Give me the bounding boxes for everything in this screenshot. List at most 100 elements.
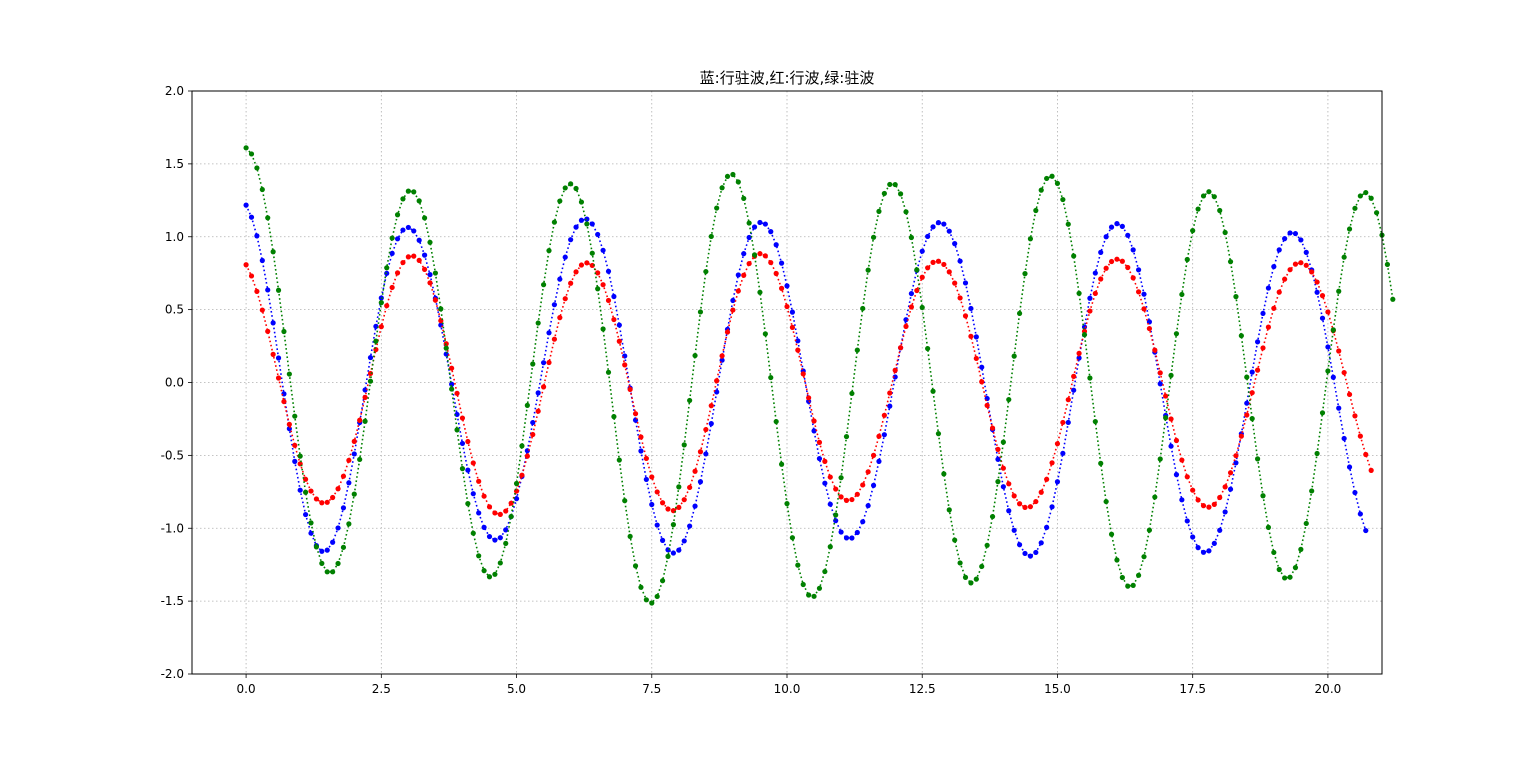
data-point (1076, 350, 1082, 356)
data-point (578, 262, 585, 268)
data-point (1125, 583, 1131, 589)
data-point (757, 219, 763, 226)
data-point (416, 257, 422, 263)
data-point (530, 431, 536, 438)
data-point (340, 473, 347, 479)
data-point (1103, 234, 1109, 240)
data-point (973, 576, 979, 582)
data-point (551, 219, 558, 225)
data-point (1027, 553, 1034, 559)
data-point (730, 297, 736, 304)
data-point (384, 303, 390, 309)
data-point (762, 331, 768, 337)
data-point (400, 196, 406, 202)
data-point (1000, 465, 1006, 471)
data-point (551, 302, 558, 308)
data-point (741, 195, 747, 202)
data-point (486, 574, 493, 580)
data-point (400, 227, 406, 233)
data-point (854, 347, 860, 353)
data-point (697, 449, 704, 455)
y-tick-label: 0.0 (165, 376, 184, 390)
data-point (595, 231, 601, 238)
data-point (357, 417, 363, 423)
data-point (1152, 347, 1158, 353)
data-point (1352, 205, 1358, 211)
data-point (1346, 226, 1353, 232)
data-point (1141, 291, 1147, 297)
data-point (508, 513, 514, 520)
data-point (595, 270, 601, 276)
data-point (1179, 291, 1185, 298)
data-point (751, 224, 758, 230)
data-point (378, 300, 384, 306)
y-tick-label: -2.0 (161, 667, 184, 681)
data-point (735, 272, 741, 278)
data-point (952, 241, 958, 247)
data-point (1098, 460, 1104, 466)
series-group (243, 202, 1369, 559)
data-point (492, 510, 498, 516)
data-point (449, 381, 455, 387)
data-point (816, 455, 823, 462)
data-point (1346, 391, 1353, 398)
data-point (1227, 470, 1234, 476)
data-point (843, 535, 850, 541)
data-point (275, 355, 282, 361)
data-point (427, 280, 433, 286)
data-point (540, 360, 547, 366)
data-point (1049, 504, 1055, 510)
data-point (497, 511, 503, 517)
data-point (989, 513, 996, 520)
data-point (476, 478, 482, 484)
data-point (1341, 254, 1347, 260)
data-point (935, 220, 942, 226)
data-point (1081, 332, 1088, 338)
data-point (1222, 509, 1228, 515)
data-point (1065, 419, 1071, 426)
data-point (292, 413, 298, 419)
data-point (432, 270, 439, 276)
data-point (1276, 247, 1282, 253)
data-point (1168, 372, 1174, 378)
data-point (1352, 489, 1358, 496)
data-point (854, 491, 860, 497)
data-point (535, 390, 541, 396)
data-point (930, 259, 936, 265)
data-point (254, 288, 260, 295)
data-point (605, 369, 612, 375)
data-point (1254, 339, 1261, 345)
data-point (762, 221, 768, 227)
data-point (535, 408, 541, 414)
data-point (573, 224, 579, 230)
data-point (730, 307, 736, 313)
data-point (876, 433, 882, 439)
data-point (838, 475, 844, 481)
data-point (1211, 501, 1217, 507)
data-point (876, 458, 882, 464)
x-tick-label: 15.0 (1044, 682, 1071, 696)
data-point (800, 581, 806, 588)
data-point (925, 345, 931, 352)
data-point (308, 520, 314, 526)
data-point (935, 258, 942, 264)
data-point (1233, 294, 1239, 300)
data-point (638, 584, 644, 590)
data-point (1309, 269, 1315, 275)
data-point (876, 208, 882, 214)
data-point (1222, 484, 1228, 490)
data-point (270, 320, 276, 326)
data-point (1016, 501, 1023, 507)
data-point (589, 221, 595, 227)
data-point (519, 472, 525, 478)
data-point (465, 438, 471, 445)
data-point (600, 247, 606, 253)
y-tick-label: -1.0 (161, 521, 184, 535)
data-point (1173, 331, 1180, 337)
data-point (540, 282, 547, 288)
data-point (405, 254, 411, 260)
data-point (400, 259, 406, 266)
data-point (735, 179, 741, 185)
data-point (248, 214, 255, 220)
data-point (1200, 503, 1207, 509)
